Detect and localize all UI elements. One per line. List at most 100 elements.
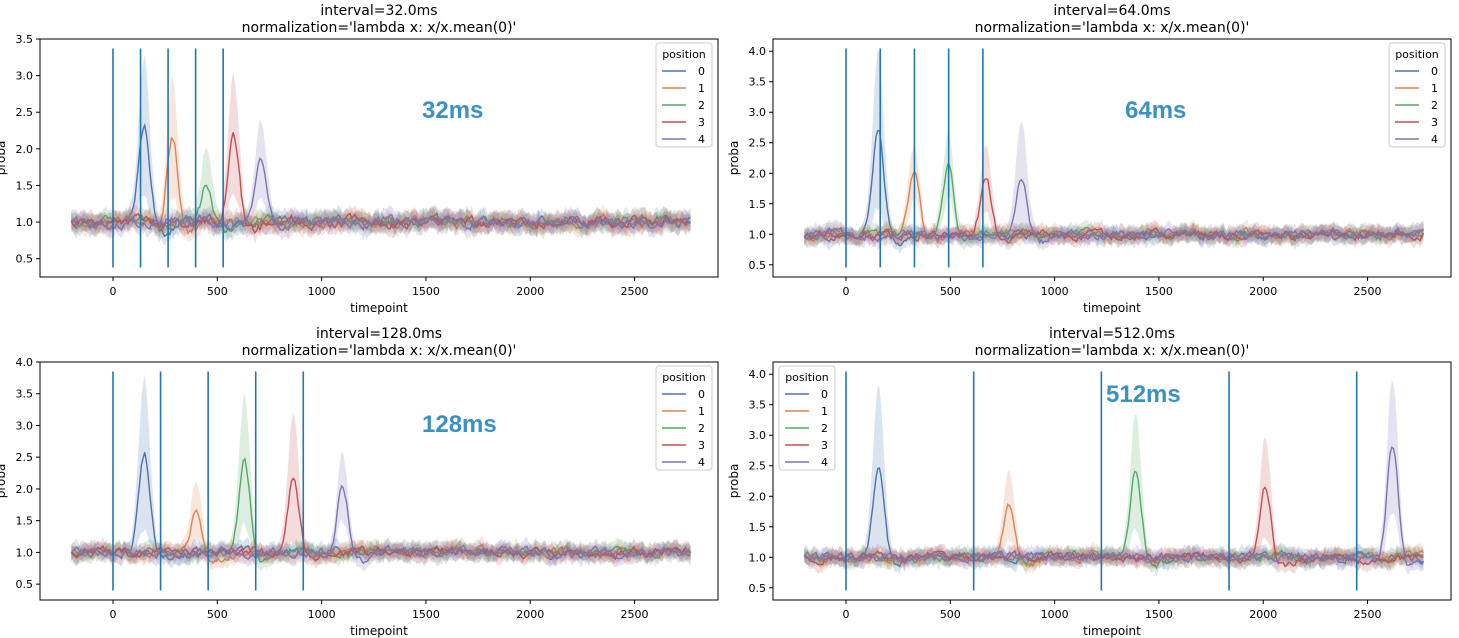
y-tick-label: 2.0 bbox=[749, 167, 767, 180]
x-tick-label: 500 bbox=[940, 285, 961, 298]
legend-label-0: 0 bbox=[698, 388, 705, 401]
axes-frame bbox=[772, 38, 1452, 278]
x-tick-label: 0 bbox=[843, 285, 850, 298]
y-tick-label: 1.5 bbox=[749, 521, 767, 534]
x-tick-label: 1000 bbox=[308, 285, 336, 298]
line-series-4 bbox=[803, 178, 1424, 245]
x-tick-label: 1500 bbox=[1145, 285, 1173, 298]
y-tick-label: 3.0 bbox=[16, 70, 34, 83]
y-tick-label: 4.0 bbox=[749, 45, 767, 58]
y-tick-label: 1.0 bbox=[16, 216, 34, 229]
x-tick-label: 0 bbox=[843, 608, 850, 621]
x-tick-label: 500 bbox=[940, 608, 961, 621]
x-axis-label: timepoint bbox=[350, 624, 408, 638]
x-tick-label: 2000 bbox=[516, 285, 544, 298]
y-tick-label: 2.5 bbox=[16, 106, 34, 119]
y-tick-label: 3.0 bbox=[749, 429, 767, 442]
legend-box bbox=[778, 365, 836, 471]
interval-annotation: 512ms bbox=[1106, 381, 1181, 408]
y-tick-label: 1.0 bbox=[16, 546, 34, 559]
legend-label-4: 4 bbox=[1431, 133, 1438, 146]
legend-label-2: 2 bbox=[1431, 99, 1438, 112]
legend-title: position bbox=[662, 371, 706, 384]
y-tick-label: 0.5 bbox=[749, 259, 767, 272]
chart-title-line: normalization='lambda x: x/x.mean(0)' bbox=[242, 343, 517, 359]
x-tick-label: 2000 bbox=[516, 608, 544, 621]
x-tick-label: 1000 bbox=[308, 608, 336, 621]
y-tick-label: 2.0 bbox=[16, 143, 34, 156]
legend: position 0 1 2 3 4 bbox=[655, 365, 713, 471]
x-tick-label: 500 bbox=[207, 608, 228, 621]
legend-label-3: 3 bbox=[1431, 116, 1438, 129]
legend-label-3: 3 bbox=[698, 439, 705, 452]
plot-area bbox=[70, 54, 691, 246]
legend-label-0: 0 bbox=[1431, 65, 1438, 78]
line-series-4 bbox=[70, 157, 691, 232]
legend-label-2: 2 bbox=[698, 422, 705, 435]
x-tick-label: 0 bbox=[110, 608, 117, 621]
legend-label-1: 1 bbox=[698, 405, 705, 418]
y-tick-label: 1.0 bbox=[749, 551, 767, 564]
x-tick-label: 1000 bbox=[1041, 608, 1069, 621]
x-tick-label: 1500 bbox=[412, 608, 440, 621]
plot-area bbox=[803, 50, 1425, 255]
x-tick-label: 1500 bbox=[412, 285, 440, 298]
x-tick-label: 2000 bbox=[1249, 285, 1277, 298]
y-tick-label: 2.5 bbox=[749, 137, 767, 150]
y-tick-label: 3.5 bbox=[749, 399, 767, 412]
ci-band-series-2 bbox=[804, 413, 1424, 577]
chart-title-line: interval=512.0ms bbox=[1049, 326, 1175, 342]
legend-label-4: 4 bbox=[698, 456, 705, 469]
y-tick-label: 3.5 bbox=[749, 76, 767, 89]
ci-band-series-4 bbox=[804, 380, 1424, 575]
y-tick-label: 4.0 bbox=[749, 368, 767, 381]
plot-area bbox=[803, 380, 1425, 577]
legend-label-1: 1 bbox=[698, 82, 705, 95]
legend-label-0: 0 bbox=[821, 388, 828, 401]
ci-band-series-0 bbox=[71, 375, 691, 568]
chart-title-line: interval=32.0ms bbox=[320, 3, 437, 19]
ci-band-series-0 bbox=[804, 50, 1424, 255]
legend: position 0 1 2 3 4 bbox=[655, 42, 713, 148]
legend-label-2: 2 bbox=[821, 422, 828, 435]
legend: position 0 1 2 3 4 bbox=[778, 365, 836, 471]
legend-box bbox=[655, 42, 713, 148]
x-tick-label: 0 bbox=[110, 285, 117, 298]
y-tick-label: 2.0 bbox=[16, 483, 34, 496]
y-tick-label: 0.5 bbox=[16, 253, 34, 266]
ci-band-series-4 bbox=[71, 118, 691, 241]
y-tick-label: 2.5 bbox=[16, 451, 34, 464]
y-tick-label: 1.5 bbox=[16, 179, 34, 192]
y-tick-label: 1.5 bbox=[749, 198, 767, 211]
y-tick-label: 2.0 bbox=[749, 490, 767, 503]
x-axis-label: timepoint bbox=[350, 301, 408, 315]
x-tick-label: 1500 bbox=[1145, 608, 1173, 621]
x-tick-label: 1000 bbox=[1041, 285, 1069, 298]
ci-band-series-0 bbox=[804, 386, 1424, 575]
legend-label-0: 0 bbox=[698, 65, 705, 78]
ci-band-series-3 bbox=[71, 71, 691, 244]
x-tick-label: 500 bbox=[207, 285, 228, 298]
y-tick-label: 3.5 bbox=[16, 388, 34, 401]
x-tick-label: 2500 bbox=[621, 285, 649, 298]
legend-title: position bbox=[1395, 48, 1439, 61]
legend: position 0 1 2 3 4 bbox=[1388, 42, 1446, 148]
ci-band-series-0 bbox=[71, 54, 691, 246]
legend-label-3: 3 bbox=[821, 439, 828, 452]
chart-title-line: interval=128.0ms bbox=[316, 326, 442, 342]
chart-title-line: normalization='lambda x: x/x.mean(0)' bbox=[975, 343, 1250, 359]
plot-area bbox=[70, 375, 692, 572]
y-axis-label: proba bbox=[727, 141, 741, 176]
chart-title-line: normalization='lambda x: x/x.mean(0)' bbox=[242, 20, 517, 36]
legend-label-4: 4 bbox=[821, 456, 828, 469]
legend-label-1: 1 bbox=[1431, 82, 1438, 95]
y-tick-label: 0.5 bbox=[16, 578, 34, 591]
y-tick-label: 0.5 bbox=[749, 582, 767, 595]
chart-title-line: normalization='lambda x: x/x.mean(0)' bbox=[975, 20, 1250, 36]
interval-annotation: 128ms bbox=[422, 411, 497, 438]
ci-band-series-4 bbox=[71, 452, 691, 572]
legend-box bbox=[1388, 42, 1446, 148]
